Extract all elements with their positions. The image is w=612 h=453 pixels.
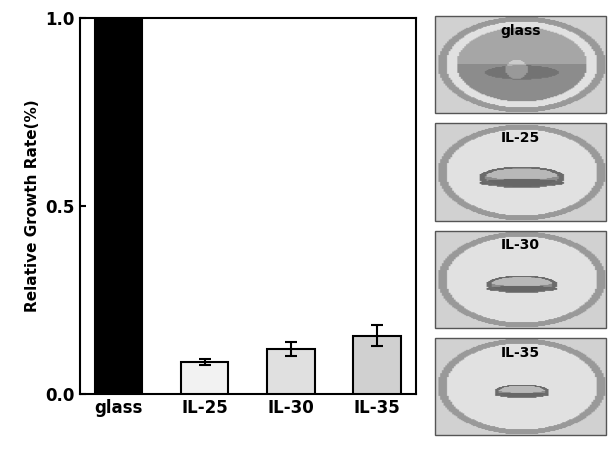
Text: IL-35: IL-35 — [501, 346, 540, 360]
Bar — [181, 362, 228, 394]
Text: IL-30: IL-30 — [501, 238, 540, 252]
Text: IL-25: IL-25 — [501, 131, 540, 145]
Bar — [95, 18, 142, 394]
Text: glass: glass — [500, 24, 540, 38]
Bar — [354, 336, 401, 394]
Y-axis label: Relative Growth Rate(%): Relative Growth Rate(%) — [24, 100, 40, 313]
Bar — [267, 349, 315, 394]
